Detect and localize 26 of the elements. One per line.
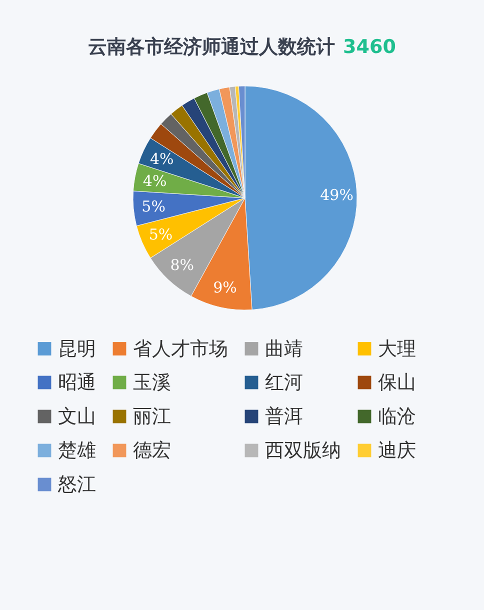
chart-title: 云南各市经济师通过人数统计 <box>88 36 336 58</box>
data-label: 4% <box>142 172 167 190</box>
legend-label: 西双版纳 <box>265 440 341 462</box>
data-label: 8% <box>170 256 194 274</box>
legend-label: 楚雄 <box>58 440 96 462</box>
data-label: 5% <box>148 225 173 244</box>
legend-label: 怒江 <box>57 474 96 496</box>
data-label: 9% <box>213 278 237 297</box>
legend-label: 曲靖 <box>265 338 303 360</box>
data-label: 4% <box>150 150 174 168</box>
legend-label: 昭通 <box>58 372 96 394</box>
legend-label: 临沧 <box>378 406 416 428</box>
legend-label: 保山 <box>378 372 416 394</box>
legend-label: 普洱 <box>265 406 303 428</box>
legend-label: 大理 <box>378 338 416 360</box>
legend-label: 玉溪 <box>133 372 171 394</box>
data-label: 5% <box>142 198 166 216</box>
legend-label: 丽江 <box>133 406 171 428</box>
legend-label: 省人才市场 <box>133 338 228 360</box>
legend-label: 昆明 <box>58 338 96 360</box>
legend-label: 迪庆 <box>378 440 416 462</box>
legend-label: 红河 <box>265 372 303 394</box>
text: 3460 <box>343 36 396 58</box>
legend-label: 德宏 <box>133 440 171 462</box>
data-label: 49% <box>320 186 354 204</box>
legend-label: 文山 <box>58 406 96 428</box>
